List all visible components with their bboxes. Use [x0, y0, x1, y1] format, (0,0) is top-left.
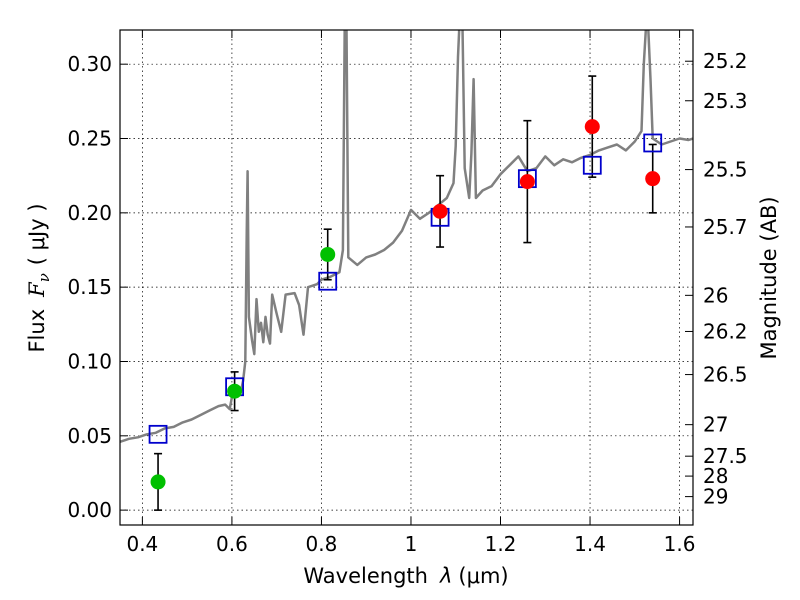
x-tick-label: 1: [405, 532, 418, 556]
mag-tick-label: 26.5: [703, 363, 748, 387]
observed-point: [432, 203, 448, 219]
y-tick-label: 0.00: [67, 498, 112, 522]
y-axis-subscript: ν: [35, 273, 53, 282]
y-tick-label: 0.15: [67, 275, 112, 299]
mag-tick-label: 26: [703, 283, 728, 307]
observed-point: [320, 246, 336, 262]
x-axis-unit: (μm): [458, 564, 508, 588]
mag-tick-label: 26.2: [703, 319, 748, 343]
axis-ticks: 0.4 0.6 0.8 1 1.2 1.4 1.6 0.00 0.05 0.10 0.15 0.20 0…: [67, 30, 748, 556]
model-photometry-square: [643, 133, 663, 153]
x-tick-label: 1.6: [664, 532, 696, 556]
mag-tick-label: 25.2: [703, 49, 748, 73]
mag-tick-label: 29: [703, 485, 728, 509]
grid: [120, 30, 693, 525]
y2-axis-title: Magnitude (AB): [757, 196, 781, 359]
plot-frame: [119, 29, 694, 526]
y-tick-label: 0.20: [67, 201, 112, 225]
y-tick-label: 0.30: [67, 52, 112, 76]
x-tick-label: 1.2: [485, 532, 517, 556]
marker-layer: [148, 119, 663, 490]
mag-tick-label: 27: [703, 413, 728, 437]
x-axis-title-text: Wavelength: [303, 564, 428, 588]
y-tick-label: 0.10: [67, 349, 112, 373]
mag-tick-label: 28: [703, 464, 728, 488]
y-axis-unit: ( μJy ): [25, 203, 49, 265]
mag-tick-label: 25.5: [703, 158, 748, 182]
observed-point: [645, 171, 661, 187]
x-tick-label: 1.4: [574, 532, 606, 556]
x-tick-label: 0.4: [126, 532, 158, 556]
mag-tick-label: 25.3: [703, 89, 748, 113]
observed-point: [584, 119, 600, 135]
observed-point: [519, 174, 535, 190]
observed-point: [150, 474, 166, 490]
model-photometry-square: [318, 271, 338, 291]
y-tick-label: 0.25: [67, 127, 112, 151]
mag-tick-label: 25.7: [703, 215, 748, 239]
y-axis-title-text: Flux: [25, 309, 49, 353]
model-photometry-square: [148, 424, 168, 444]
mag-tick-label: 27.5: [703, 444, 748, 468]
y-axis-title: Flux Fν ( μJy ): [25, 203, 53, 352]
x-axis-symbol: λ: [439, 564, 452, 588]
x-tick-label: 0.8: [306, 532, 338, 556]
x-tick-label: 0.6: [216, 532, 248, 556]
y-tick-label: 0.05: [67, 424, 112, 448]
observed-point: [227, 383, 243, 399]
x-axis-title: Wavelength λ (μm): [303, 564, 508, 588]
y-axis-symbol: F: [25, 281, 49, 298]
model-photometry-square: [582, 155, 602, 175]
